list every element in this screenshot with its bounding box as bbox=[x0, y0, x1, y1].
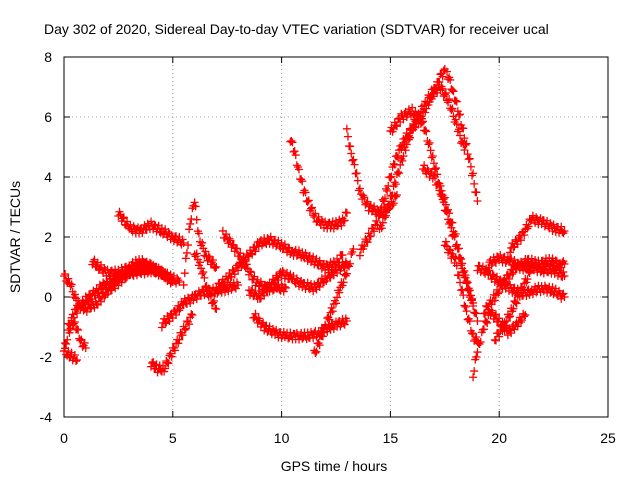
x-tick-label: 25 bbox=[600, 430, 616, 446]
series-s27 bbox=[484, 250, 569, 281]
point-markers bbox=[484, 250, 569, 281]
y-tick-label: 2 bbox=[44, 229, 52, 245]
series-s22 bbox=[442, 67, 482, 205]
point-markers bbox=[179, 198, 221, 289]
series-s29 bbox=[490, 267, 534, 345]
series-s5 bbox=[88, 255, 184, 288]
y-tick-label: 6 bbox=[44, 109, 52, 125]
x-tick-label: 15 bbox=[383, 430, 399, 446]
point-markers bbox=[310, 245, 358, 357]
series-s13 bbox=[244, 257, 351, 303]
series-s21 bbox=[419, 161, 482, 325]
x-tick-label: 10 bbox=[274, 430, 290, 446]
axis-ticks: 0 5 10 15 20 25 -4 -2 0 2 4 6 8 bbox=[40, 49, 616, 446]
point-markers bbox=[114, 207, 188, 249]
series-s7 bbox=[147, 310, 197, 377]
y-tick-label: 0 bbox=[44, 289, 52, 305]
series-s12 bbox=[212, 232, 347, 294]
y-tick-label: -4 bbox=[40, 409, 53, 425]
x-tick-label: 20 bbox=[491, 430, 507, 446]
x-axis-label: GPS time / hours bbox=[281, 458, 388, 474]
point-markers bbox=[440, 237, 482, 346]
series-s15 bbox=[286, 136, 351, 233]
series-s8 bbox=[157, 278, 243, 332]
point-markers bbox=[286, 136, 351, 233]
series-s28 bbox=[506, 211, 569, 257]
x-tick-label: 0 bbox=[60, 430, 68, 446]
series-s6 bbox=[114, 207, 188, 249]
series-s9 bbox=[179, 198, 221, 289]
point-markers bbox=[244, 257, 351, 303]
point-markers bbox=[442, 67, 482, 205]
data-points bbox=[60, 65, 569, 382]
point-markers bbox=[490, 267, 534, 345]
point-markers bbox=[60, 344, 82, 366]
point-markers bbox=[147, 310, 197, 377]
point-markers bbox=[506, 211, 569, 257]
series-s3 bbox=[60, 344, 82, 366]
point-markers bbox=[88, 255, 184, 288]
y-tick-label: 8 bbox=[44, 49, 52, 65]
chart-title: Day 302 of 2020, Sidereal Day-to-day VTE… bbox=[44, 21, 549, 37]
point-markers bbox=[419, 161, 482, 325]
series-s23 bbox=[440, 237, 482, 346]
series-s10 bbox=[190, 249, 221, 313]
point-markers bbox=[212, 232, 347, 294]
y-axis-label: SDTVAR / TECUs bbox=[7, 181, 23, 293]
series-s16 bbox=[310, 245, 358, 357]
x-tick-label: 5 bbox=[169, 430, 177, 446]
y-tick-label: 4 bbox=[44, 169, 52, 185]
y-tick-label: -2 bbox=[40, 349, 53, 365]
point-markers bbox=[157, 278, 243, 332]
point-markers bbox=[190, 249, 221, 313]
